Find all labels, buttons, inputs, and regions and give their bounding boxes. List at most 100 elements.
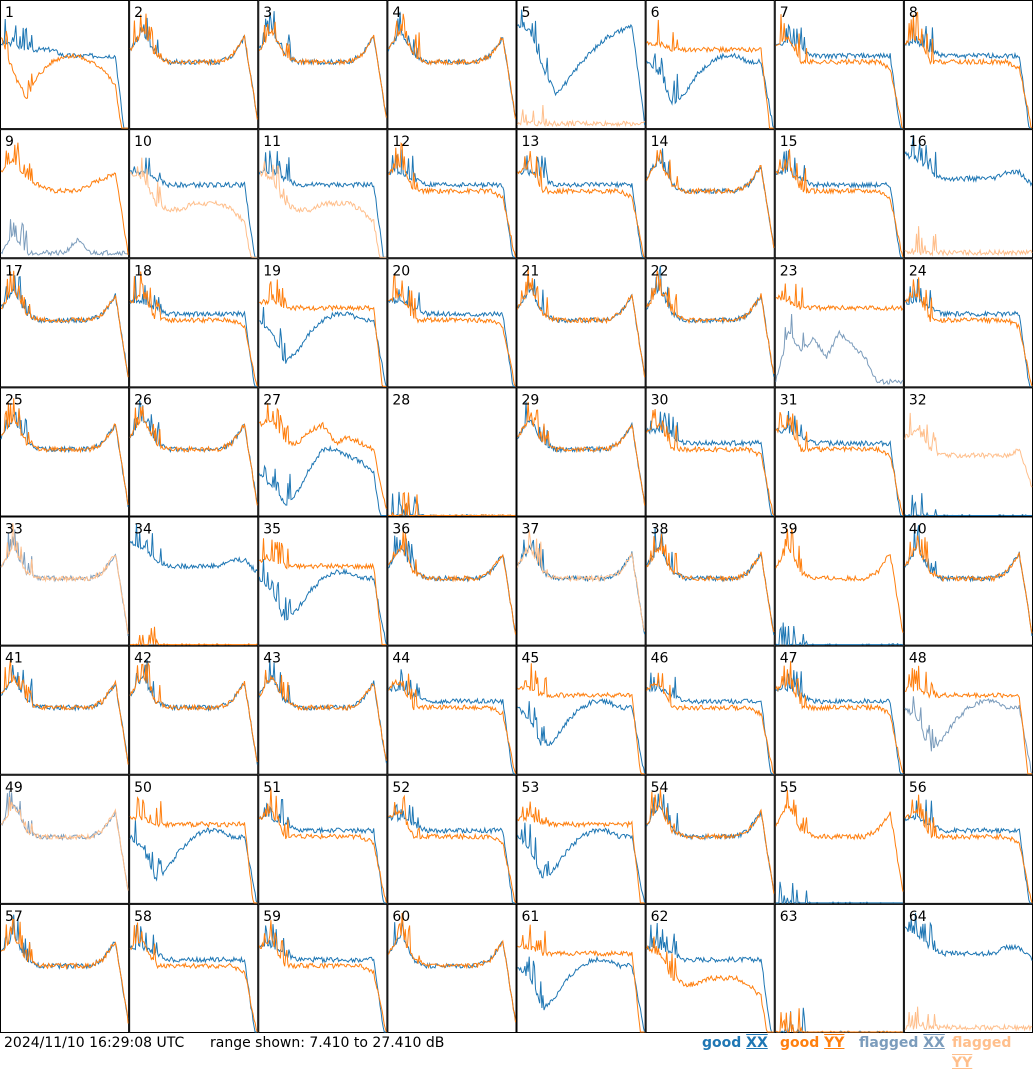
- panel-frame: [903, 903, 1033, 1033]
- panel-label: 46: [651, 651, 669, 667]
- footer: 2024/11/10 16:29:08 UTC range shown: 7.4…: [0, 1033, 1033, 1071]
- series-yy-37: [517, 530, 646, 632]
- panel-label: 36: [392, 522, 410, 538]
- series-yy-19: [259, 279, 387, 387]
- series-xx-13: [517, 155, 645, 258]
- panel-frame: [129, 387, 259, 517]
- panel-label: 6: [651, 5, 660, 21]
- panel-label: 59: [263, 909, 281, 925]
- panel-frame: [258, 0, 388, 130]
- series-yy-7: [775, 14, 904, 129]
- series-xx-11: [258, 150, 387, 258]
- panel-label: 53: [522, 780, 540, 796]
- series-yy-52: [388, 794, 516, 904]
- legend-word: good: [702, 1035, 742, 1051]
- series-xx-54: [646, 793, 775, 892]
- series-xx-47: [775, 670, 903, 775]
- antenna-panel-28: 28: [387, 387, 517, 517]
- series-yy-17: [0, 270, 129, 378]
- series-yy-56: [904, 794, 1033, 904]
- antenna-panel-12: 12: [387, 129, 517, 259]
- antenna-panel-59: 59: [258, 903, 388, 1033]
- panel-label: 30: [651, 392, 669, 408]
- panel-label: 1: [5, 5, 14, 21]
- panel-label: 7: [780, 5, 789, 21]
- panel-frame: [387, 645, 517, 775]
- series-yy-61: [517, 924, 645, 1033]
- series-xx-32: [904, 493, 1032, 517]
- legend-pol: YY: [824, 1035, 845, 1051]
- panel-label: 5: [522, 5, 531, 21]
- antenna-panel-48: 48: [903, 645, 1033, 775]
- antenna-panel-15: 15: [774, 129, 904, 259]
- series-yy-45: [517, 663, 645, 775]
- antenna-panel-46: 46: [645, 645, 775, 775]
- panel-label: 16: [909, 134, 927, 150]
- series-yy-20: [388, 273, 516, 387]
- panel-frame: [774, 516, 904, 646]
- antenna-panel-9: 9: [0, 129, 130, 259]
- antenna-panel-39: 39: [774, 516, 904, 646]
- series-yy-2: [129, 13, 258, 120]
- panel-label: 23: [780, 263, 798, 279]
- series-yy-27: [258, 402, 387, 510]
- series-yy-12: [388, 142, 516, 258]
- series-yy-13: [517, 151, 645, 258]
- panel-label: 52: [392, 780, 410, 796]
- legend-pol: YY: [952, 1055, 973, 1071]
- panel-label: 10: [134, 134, 152, 150]
- series-yy-43: [258, 669, 387, 761]
- panel-label: 55: [780, 780, 798, 796]
- antenna-panel-7: 7: [774, 0, 904, 130]
- panel-label: 57: [5, 909, 23, 925]
- antenna-panel-36: 36: [387, 516, 517, 646]
- panel-frame: [516, 774, 646, 904]
- series-yy-53: [517, 801, 645, 904]
- series-yy-47: [775, 661, 904, 774]
- panel-label: 42: [134, 651, 152, 667]
- panel-label: 50: [134, 780, 152, 796]
- series-xx-24: [904, 278, 1032, 387]
- series-xx-35: [258, 559, 387, 645]
- series-yy-63: [775, 1008, 903, 1033]
- panel-label: 62: [651, 909, 669, 925]
- antenna-panel-43: 43: [258, 645, 388, 775]
- series-yy-22: [646, 270, 775, 374]
- legend-word: flagged: [952, 1035, 1012, 1051]
- panel-frame: [129, 774, 259, 904]
- panel-label: 25: [5, 392, 23, 408]
- antenna-panel-26: 26: [129, 387, 259, 517]
- series-xx-56: [904, 799, 1032, 904]
- series-xx-10: [130, 157, 258, 258]
- panel-label: 20: [392, 263, 410, 279]
- series-yy-49: [0, 796, 129, 891]
- series-xx-34: [129, 523, 258, 573]
- antenna-panel-61: 61: [516, 903, 646, 1033]
- series-yy-25: [0, 398, 129, 506]
- series-yy-32: [904, 412, 1033, 488]
- panel-label: 15: [780, 134, 798, 150]
- antenna-panel-56: 56: [903, 774, 1033, 904]
- series-yy-50: [129, 796, 258, 904]
- series-xx-20: [388, 286, 516, 387]
- legend-word: good: [780, 1035, 820, 1051]
- series-yy-60: [387, 912, 516, 1023]
- antenna-panel-11: 11: [258, 129, 388, 259]
- series-xx-9: [0, 219, 129, 257]
- antenna-panel-33: 33: [0, 516, 130, 646]
- panel-frame: [774, 258, 904, 388]
- panel-label: 60: [392, 909, 410, 925]
- series-yy-23: [775, 283, 904, 312]
- panel-frame: [645, 645, 775, 775]
- legend-flagged-yy: flagged YY: [952, 1033, 1033, 1073]
- panel-frame: [129, 645, 259, 775]
- antenna-panel-3: 3: [258, 0, 388, 130]
- series-yy-48: [904, 665, 1032, 775]
- antenna-panel-18: 18: [129, 258, 259, 388]
- series-yy-64: [904, 1006, 1033, 1032]
- series-xx-48: [904, 696, 1033, 774]
- series-yy-15: [775, 149, 904, 258]
- panel-label: 40: [909, 522, 927, 538]
- series-xx-8: [904, 19, 1032, 129]
- series-yy-3: [258, 21, 387, 118]
